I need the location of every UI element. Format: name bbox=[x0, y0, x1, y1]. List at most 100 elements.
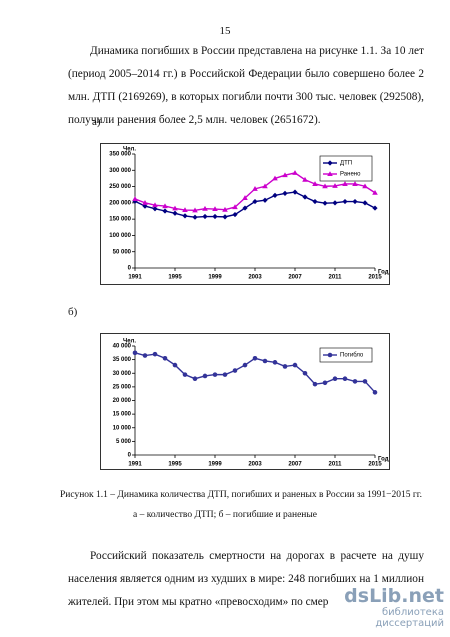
y-tick-label: 200 000 bbox=[109, 200, 131, 206]
x-tick-label: 2007 bbox=[288, 275, 302, 281]
x-tick-label: 1995 bbox=[168, 462, 182, 468]
legend-box bbox=[319, 347, 373, 363]
data-point bbox=[232, 211, 238, 218]
data-point bbox=[242, 362, 248, 368]
x-tick-label: 1995 bbox=[168, 275, 182, 281]
legend-marker bbox=[327, 171, 333, 176]
legend-marker bbox=[327, 352, 333, 358]
data-point bbox=[212, 206, 218, 212]
data-point bbox=[182, 372, 188, 377]
y-tick-label: 300 000 bbox=[109, 168, 131, 174]
legend-box bbox=[319, 155, 373, 182]
data-point bbox=[202, 205, 208, 211]
data-point bbox=[332, 200, 338, 206]
y-tick-label: 5 000 bbox=[116, 439, 132, 445]
data-point bbox=[222, 206, 228, 212]
data-point bbox=[152, 351, 158, 357]
y-tick-label: 25 000 bbox=[113, 384, 132, 390]
data-point bbox=[352, 198, 358, 205]
y-tick-label: 10 000 bbox=[113, 425, 132, 431]
data-point bbox=[372, 390, 378, 395]
x-tick-label: 2011 bbox=[328, 462, 342, 468]
data-point bbox=[362, 183, 368, 189]
x-tick-label: 1991 bbox=[128, 275, 142, 281]
legend-marker bbox=[327, 160, 333, 166]
x-tick-label: 1999 bbox=[208, 275, 222, 281]
data-point bbox=[292, 362, 298, 368]
data-point bbox=[142, 203, 148, 209]
data-point bbox=[132, 198, 138, 204]
watermark: dsLib.net библиотека диссертаций bbox=[330, 585, 450, 637]
data-point bbox=[162, 208, 168, 214]
data-point bbox=[142, 200, 148, 205]
data-point bbox=[342, 376, 348, 381]
legend-label: ДТП bbox=[340, 161, 352, 167]
data-point bbox=[192, 376, 198, 381]
data-point bbox=[362, 200, 368, 206]
data-point bbox=[202, 213, 208, 220]
data-point bbox=[312, 198, 318, 205]
watermark-logo: dsLib.net bbox=[344, 585, 444, 607]
data-point bbox=[322, 380, 328, 386]
data-point bbox=[282, 364, 288, 369]
data-point bbox=[172, 205, 178, 211]
data-point bbox=[272, 360, 278, 365]
data-point bbox=[262, 358, 268, 364]
data-point bbox=[342, 198, 348, 205]
x-tick-label: 1991 bbox=[128, 462, 142, 468]
data-point bbox=[252, 186, 258, 191]
data-point bbox=[212, 213, 218, 220]
data-point bbox=[192, 214, 198, 220]
data-point bbox=[202, 373, 208, 379]
y-tick-label: 50 000 bbox=[113, 249, 132, 255]
data-point bbox=[252, 198, 258, 205]
y-tick-label: 35 000 bbox=[113, 357, 132, 363]
data-point bbox=[152, 202, 158, 208]
y-tick-label: 15 000 bbox=[113, 412, 132, 418]
x-axis-label: Год bbox=[378, 457, 389, 463]
data-point bbox=[162, 355, 168, 361]
page-number: 15 bbox=[219, 25, 231, 37]
data-point bbox=[292, 189, 298, 195]
data-point bbox=[272, 192, 278, 198]
data-point bbox=[332, 376, 338, 381]
chart: Чел. Год 0 50 000 100 000 150 000 200 000 250 0… bbox=[100, 143, 390, 285]
data-point bbox=[282, 190, 288, 197]
data-point bbox=[302, 370, 308, 376]
data-point bbox=[242, 205, 248, 211]
legend-label: Ранено bbox=[340, 172, 361, 178]
chart: Чел. Год 0 5 000 10 000 15 000 20 000 25 000 30 … bbox=[100, 333, 390, 470]
figure-subcaption: а – количество ДТП; б – погибшие и ранен… bbox=[133, 510, 317, 520]
y-tick-label: 20 000 bbox=[113, 398, 132, 404]
data-point bbox=[152, 206, 158, 212]
data-point bbox=[142, 353, 148, 358]
data-point bbox=[312, 381, 318, 387]
panel-label: а) bbox=[92, 116, 101, 128]
data-point bbox=[282, 172, 288, 178]
data-point bbox=[182, 207, 188, 213]
data-point bbox=[232, 204, 238, 210]
data-point bbox=[302, 176, 308, 182]
data-point bbox=[342, 181, 348, 186]
data-point bbox=[262, 183, 268, 189]
data-point bbox=[302, 194, 308, 200]
y-tick-label: 30 000 bbox=[113, 371, 132, 377]
y-tick-label: 0 bbox=[128, 453, 132, 459]
data-point bbox=[352, 181, 358, 186]
data-point bbox=[232, 368, 238, 373]
data-point bbox=[322, 183, 328, 189]
x-axis-label: Год bbox=[378, 270, 389, 276]
intro-paragraph: Динамика погибших в России представлена … bbox=[68, 45, 424, 126]
data-point bbox=[162, 203, 168, 209]
data-point bbox=[182, 213, 188, 219]
data-point bbox=[252, 355, 258, 361]
data-point bbox=[222, 214, 228, 220]
x-tick-label: 2003 bbox=[248, 275, 262, 281]
legend-label: Погибло bbox=[340, 353, 364, 359]
y-tick-label: 100 000 bbox=[109, 233, 131, 239]
data-point bbox=[242, 195, 248, 200]
data-point bbox=[372, 189, 378, 195]
data-point bbox=[172, 210, 178, 216]
panel-label: б) bbox=[68, 306, 78, 318]
